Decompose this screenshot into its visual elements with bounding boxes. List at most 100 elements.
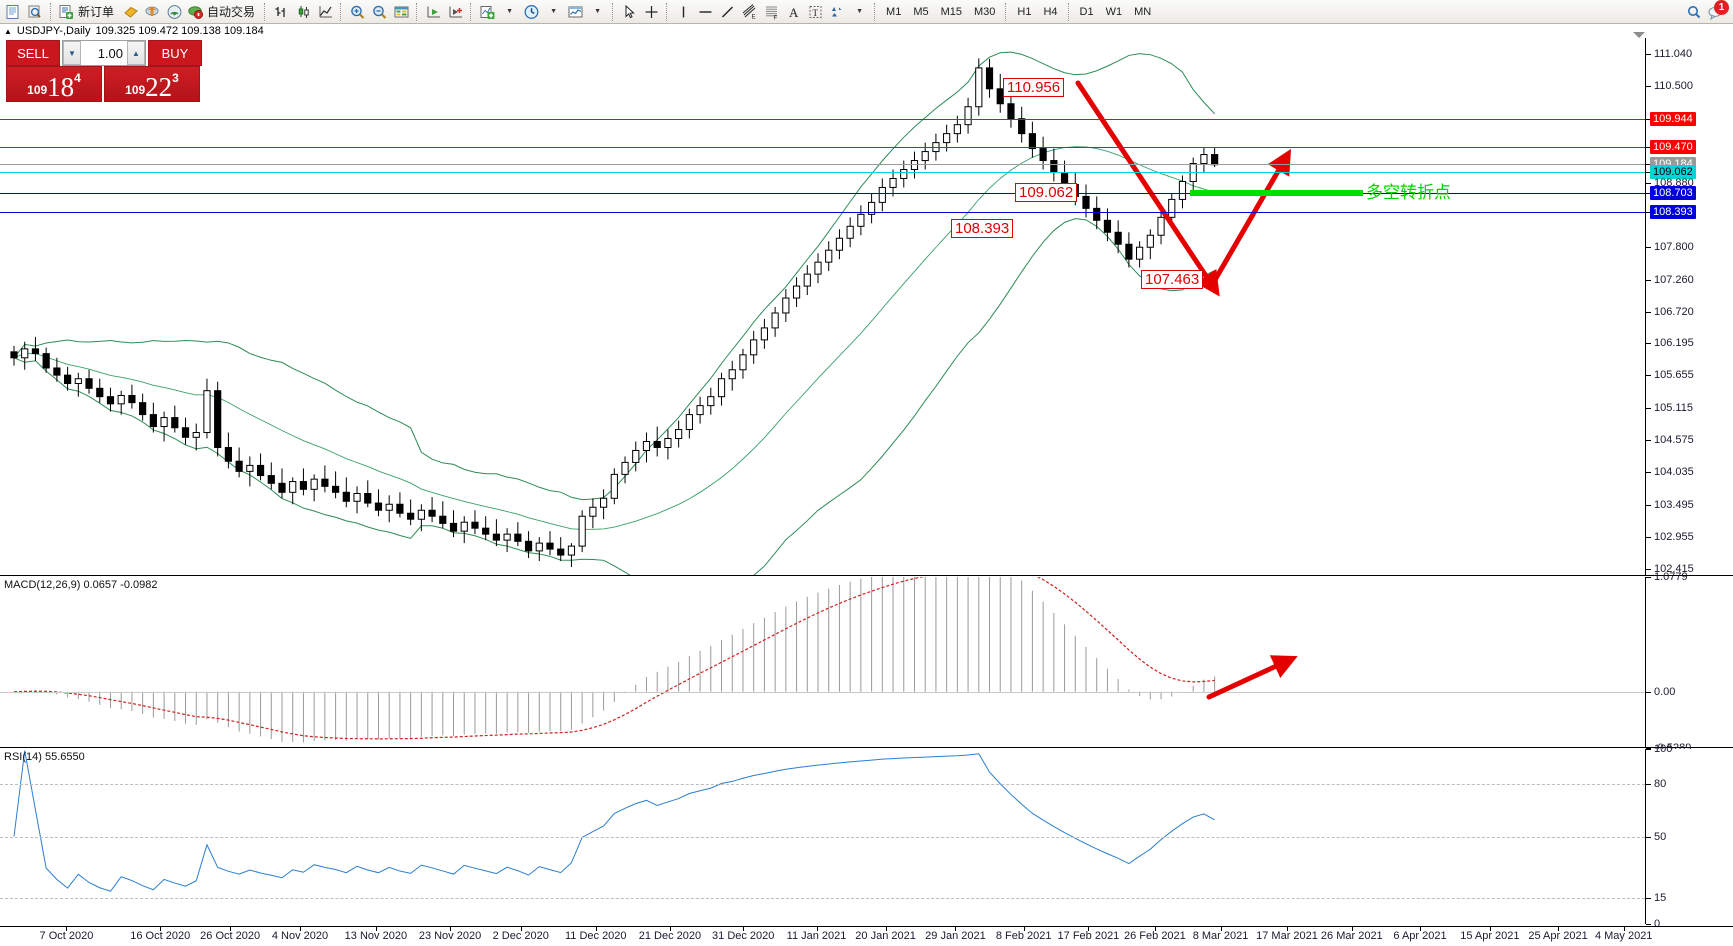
macd-axis[interactable]: 1.0779 0.00 -0.5289 <box>1645 571 1733 754</box>
indicators-dropdown-caret[interactable]: ▼ <box>506 8 513 15</box>
period-clock-icon[interactable] <box>520 1 542 23</box>
timeframe-m5[interactable]: M5 <box>913 5 929 18</box>
volume-increase-button[interactable]: ▲ <box>127 41 145 65</box>
price-level-line <box>0 119 1645 121</box>
candle-body <box>1114 231 1122 245</box>
horizontal-line-icon[interactable] <box>694 1 716 23</box>
candle-body <box>1093 207 1101 221</box>
candlestick-series <box>10 58 1219 568</box>
candle-body <box>868 201 876 215</box>
candle-body <box>1211 154 1219 166</box>
arrows-dropdown-caret[interactable]: ▼ <box>856 8 863 15</box>
trade-panel-top-row: SELL ▼ 1.00 ▲ BUY <box>6 40 202 66</box>
auto-scroll-icon[interactable] <box>444 1 466 23</box>
zoom-out-icon[interactable] <box>368 1 390 23</box>
sell-button[interactable]: SELL <box>6 40 60 66</box>
candle-body <box>953 124 961 135</box>
buy-price-display[interactable]: 109 22 3 <box>104 66 200 102</box>
timeframe-w1[interactable]: W1 <box>1105 5 1123 18</box>
trade-panel-prices: 109 18 4 109 22 3 <box>6 66 202 102</box>
volume-decrease-button[interactable]: ▼ <box>63 41 81 65</box>
candle-body <box>417 509 425 520</box>
notifications-icon[interactable]: 1 <box>1705 0 1729 23</box>
time-axis-label: 4 Nov 2020 <box>271 930 329 942</box>
price-axis-label: 104.575 <box>1654 434 1694 446</box>
time-axis[interactable]: 7 Oct 2020 16 Oct 2020 26 Oct 2020 4 Nov 20… <box>0 926 1733 946</box>
text-label-icon[interactable]: T <box>804 1 826 23</box>
templates-icon[interactable] <box>564 1 586 23</box>
sell-price-display[interactable]: 109 18 4 <box>6 66 102 102</box>
zoom-in-icon[interactable] <box>346 1 368 23</box>
cursor-icon[interactable] <box>618 1 640 23</box>
timeframe-mn[interactable]: MN <box>1134 5 1152 18</box>
timeframe-m30[interactable]: M30 <box>974 5 996 18</box>
macd-plot[interactable] <box>0 577 1645 747</box>
rsi-axis[interactable]: 100 80 50 15 0 <box>1645 743 1733 930</box>
text-tool-icon[interactable]: A <box>782 1 804 23</box>
candle-body <box>943 133 951 144</box>
arrows-icon[interactable] <box>826 1 848 23</box>
svg-text:A: A <box>789 5 799 20</box>
buy-button[interactable]: BUY <box>148 40 202 66</box>
candle-body <box>1082 195 1090 209</box>
fibonacci-icon[interactable]: F <box>760 1 782 23</box>
candle-body <box>557 548 565 556</box>
timeframe-d1[interactable]: D1 <box>1079 5 1094 18</box>
signal-icon[interactable] <box>163 1 185 23</box>
macd-axis-label: 0.00 <box>1654 685 1676 698</box>
new-order-button[interactable]: 新订单 <box>56 1 119 23</box>
chart-shift-icon[interactable] <box>422 1 444 23</box>
candle-body <box>310 478 318 490</box>
search-icon[interactable] <box>1683 1 1705 23</box>
price-pane[interactable]: 111.040110.500109.944109.470109.184109.0… <box>0 32 1733 576</box>
candlestick-chart-icon[interactable] <box>292 1 314 23</box>
time-axis-label: 25 Apr 2021 <box>1528 930 1588 942</box>
autotrade-button[interactable]: 自动交易 <box>185 1 260 23</box>
rsi-label: RSI(14) 55.6550 <box>4 751 85 763</box>
time-axis-tick <box>1287 927 1289 931</box>
equidistant-channel-icon[interactable]: E <box>738 1 760 23</box>
candle-body <box>203 390 211 434</box>
collapse-triangle-icon[interactable]: ▲ <box>4 26 12 36</box>
candle-body <box>1060 172 1069 185</box>
candle-body <box>471 521 479 529</box>
volume-value[interactable]: 1.00 <box>97 45 123 61</box>
price-axis[interactable]: 111.040110.500109.944109.470109.184109.0… <box>1645 38 1733 575</box>
candle-body <box>1028 133 1037 150</box>
timeframe-h4[interactable]: H4 <box>1043 5 1058 18</box>
candle-body <box>846 225 854 239</box>
candle-body <box>385 503 393 511</box>
macd-pane[interactable]: MACD(12,26,9) 0.0657 -0.0982 1.0779 0.00-… <box>0 571 1733 754</box>
profiles-icon[interactable] <box>24 1 46 23</box>
indicators-add-icon[interactable] <box>476 1 498 23</box>
rsi-plot[interactable] <box>0 749 1645 924</box>
price-axis-label: 102.415 <box>1654 563 1694 576</box>
bar-chart-icon[interactable] <box>270 1 292 23</box>
templates-dropdown-caret[interactable]: ▼ <box>594 8 601 15</box>
timeframe-m15[interactable]: M15 <box>940 5 962 18</box>
price-axis-label: 111.040 <box>1654 47 1693 60</box>
candle-body <box>878 186 886 203</box>
candle-body <box>449 522 458 532</box>
volume-stepper[interactable]: ▼ 1.00 ▲ <box>62 40 146 66</box>
rsi-pane[interactable]: RSI(14) 55.6550 100 80 50 15 0 <box>0 743 1733 930</box>
time-axis-tick <box>1419 927 1421 931</box>
chart-frame: 111.040110.500109.944109.470109.184109.0… <box>0 32 1733 930</box>
data-window-icon[interactable] <box>390 1 412 23</box>
new-chart-icon[interactable] <box>2 1 24 23</box>
cloud-download-icon[interactable] <box>141 1 163 23</box>
crosshair-icon[interactable] <box>640 1 662 23</box>
price-plot[interactable] <box>0 38 1645 575</box>
rsi-axis-label: 15 <box>1654 891 1667 904</box>
bollinger-lower-band <box>13 218 1215 575</box>
period-dropdown-caret[interactable]: ▼ <box>550 8 557 15</box>
timeframe-m1[interactable]: M1 <box>886 5 902 18</box>
timeframe-h1[interactable]: H1 <box>1017 5 1032 18</box>
orange-diamond-icon[interactable] <box>119 1 141 23</box>
time-axis-label: 11 Dec 2020 <box>564 930 627 942</box>
line-chart-icon[interactable] <box>314 1 336 23</box>
vertical-line-icon[interactable] <box>672 1 694 23</box>
candle-body <box>353 493 361 502</box>
trendline-icon[interactable] <box>716 1 738 23</box>
macd-histogram <box>24 577 1216 743</box>
